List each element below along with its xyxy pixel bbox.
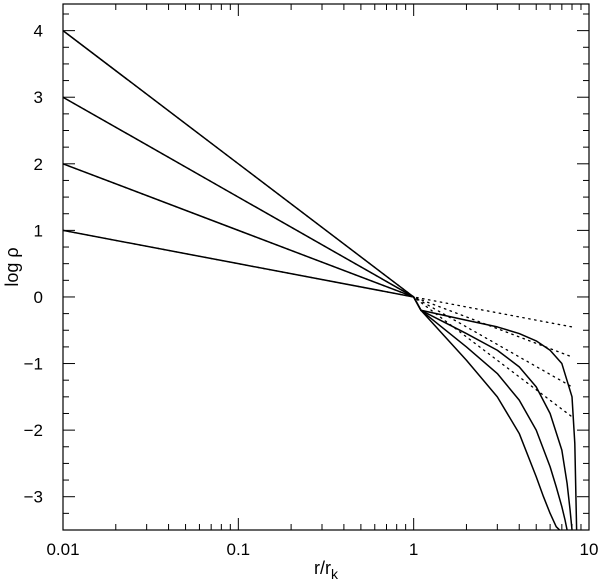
x-axis-label-subscript: k (331, 566, 339, 582)
y-tick-label: 0 (34, 288, 43, 307)
x-tick-label: 1 (409, 540, 418, 559)
series-line-solid-1 (63, 229, 578, 530)
series-line-dotted-6 (63, 163, 573, 358)
y-tick-label: 4 (34, 22, 43, 41)
series-line-solid-2 (63, 163, 573, 530)
x-tick-label: 0.1 (227, 540, 251, 559)
series-lines (63, 29, 578, 530)
plot-frame (62, 3, 590, 531)
x-axis-label-main: r/r (314, 558, 331, 578)
series-line-dotted-7 (63, 96, 573, 388)
axis-ticks (62, 4, 590, 531)
y-tick-label: −3 (24, 488, 43, 507)
y-tick-label: 1 (34, 221, 43, 240)
series-line-solid-3 (63, 96, 568, 530)
series-line-dotted-5 (63, 229, 573, 328)
x-tick-label: 10 (580, 540, 599, 559)
y-tick-label: 2 (34, 155, 43, 174)
x-axis-label: r/rk (314, 558, 339, 582)
y-tick-label: −2 (24, 421, 43, 440)
y-tick-label: 3 (34, 88, 43, 107)
y-axis-label: log ρ (2, 247, 22, 286)
tick-labels: 0.01 0.1 1 10 −3 −2 −1 0 1 2 3 4 (24, 22, 599, 559)
y-tick-label: −1 (24, 355, 43, 374)
series-line-dotted-8 (63, 29, 573, 418)
series-line-solid-4 (63, 30, 561, 530)
x-tick-label: 0.01 (46, 540, 79, 559)
